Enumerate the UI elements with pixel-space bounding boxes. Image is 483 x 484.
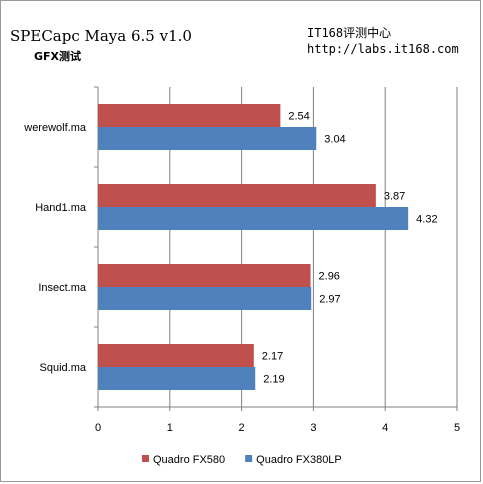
legend-label: Quadro FX380LP [256, 454, 342, 466]
legend-label: Quadro FX580 [153, 454, 225, 466]
category-label: Squid.ma [40, 362, 87, 374]
category-label: Insect.ma [38, 282, 87, 294]
bar [98, 184, 376, 207]
value-label: 3.04 [324, 134, 345, 146]
legend-swatch [142, 455, 149, 462]
value-label: 2.19 [263, 374, 284, 386]
source-name: IT168评测中心 [307, 26, 392, 40]
chart-subtitle: GFX测试 [34, 50, 82, 63]
value-label: 2.17 [262, 351, 283, 363]
x-tick-label: 0 [95, 422, 101, 434]
bar [98, 367, 256, 390]
x-tick-label: 2 [239, 422, 245, 434]
x-tick-label: 5 [454, 422, 460, 434]
value-label: 2.97 [319, 294, 340, 306]
bar [98, 287, 312, 310]
legend-swatch [245, 455, 253, 462]
bar [98, 344, 254, 367]
x-tick-label: 1 [167, 422, 173, 434]
bar [98, 127, 317, 150]
value-label: 2.54 [288, 111, 309, 123]
source-url: http://labs.it168.com [307, 42, 459, 56]
x-tick-label: 4 [382, 422, 388, 434]
value-label: 3.87 [384, 191, 405, 203]
x-tick-label: 3 [310, 422, 316, 434]
bar [98, 264, 311, 287]
category-label: Hand1.ma [35, 202, 87, 214]
bar [98, 104, 281, 127]
category-label: werewolf.ma [23, 122, 87, 134]
value-label: 2.96 [319, 271, 340, 283]
bar [98, 207, 409, 230]
value-label: 4.32 [416, 214, 437, 226]
chart-title: SPECapc Maya 6.5 v1.0 [10, 27, 192, 45]
